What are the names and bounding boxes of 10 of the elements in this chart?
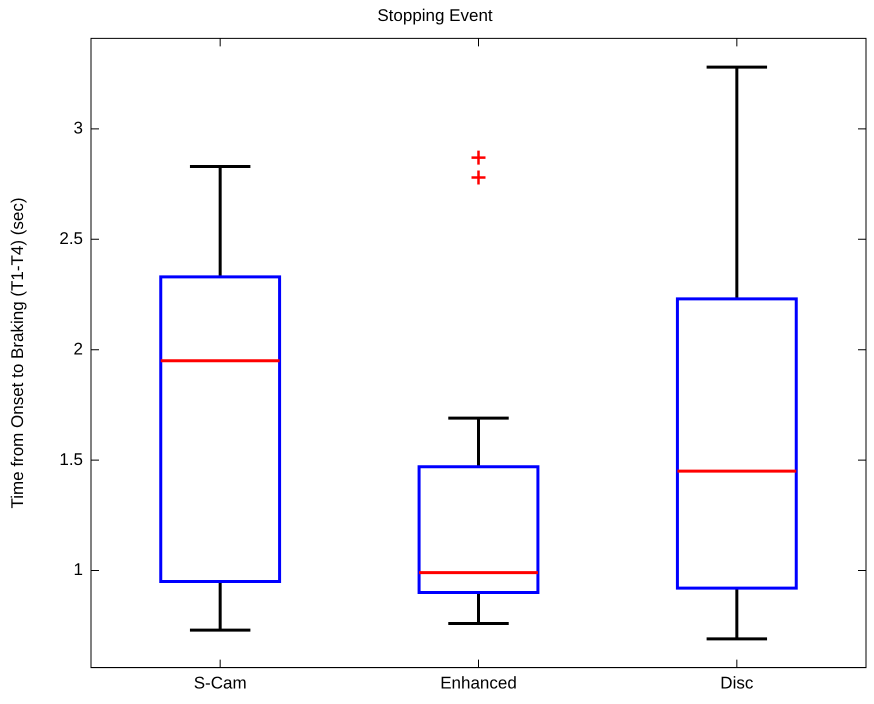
y-axis-title: Time from Onset to Braking (T1-T4) (sec): [8, 197, 27, 509]
x-tick-label: S-Cam: [194, 673, 247, 692]
y-tick-label: 1: [74, 560, 83, 580]
x-tick-label: Disc: [720, 673, 754, 692]
y-tick-label: 2.5: [59, 228, 83, 248]
y-tick-label: 3: [74, 118, 83, 138]
chart-title: Stopping Event: [377, 6, 493, 25]
x-tick-label: Enhanced: [440, 673, 517, 692]
y-tick-label: 2: [74, 339, 83, 358]
y-tick-label: 1.5: [59, 450, 83, 469]
